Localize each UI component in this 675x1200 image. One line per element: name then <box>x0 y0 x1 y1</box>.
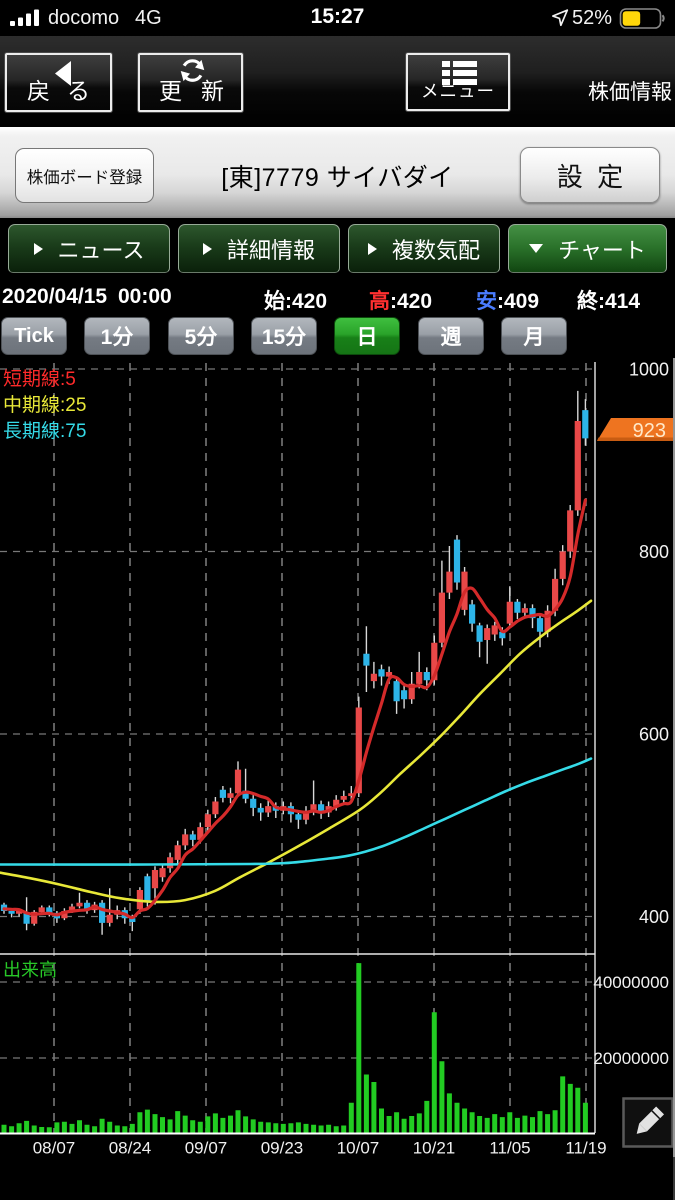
svg-text:09/23: 09/23 <box>261 1139 304 1158</box>
svg-text:400: 400 <box>639 907 669 927</box>
svg-text:08/24: 08/24 <box>109 1139 152 1158</box>
svg-text:中期線:25: 中期線:25 <box>3 394 86 416</box>
svg-text:08/07: 08/07 <box>33 1139 76 1158</box>
svg-text:600: 600 <box>639 725 669 745</box>
svg-text:長期線:75: 長期線:75 <box>3 420 86 442</box>
svg-text:923: 923 <box>633 420 666 442</box>
svg-text:11/19: 11/19 <box>565 1139 606 1158</box>
svg-text:11/05: 11/05 <box>489 1139 530 1158</box>
svg-text:出来高: 出来高 <box>3 960 57 980</box>
svg-text:800: 800 <box>639 542 669 562</box>
svg-text:20000000: 20000000 <box>593 1049 669 1068</box>
svg-text:短期線:5: 短期線:5 <box>3 368 76 390</box>
svg-text:09/07: 09/07 <box>185 1139 228 1158</box>
svg-text:40000000: 40000000 <box>593 973 669 992</box>
svg-text:10/07: 10/07 <box>337 1139 380 1158</box>
svg-text:10/21: 10/21 <box>413 1139 456 1158</box>
svg-text:1000: 1000 <box>629 360 669 380</box>
